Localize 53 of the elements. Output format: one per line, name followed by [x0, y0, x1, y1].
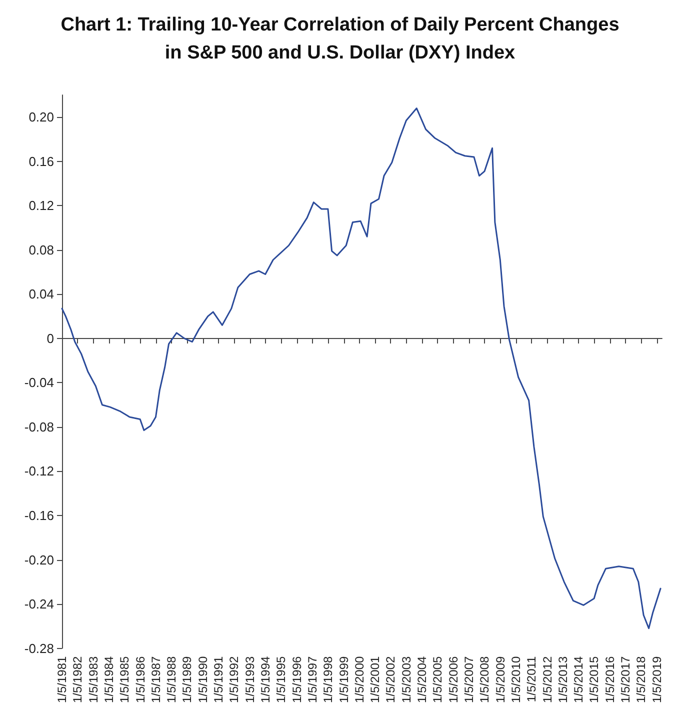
x-tick-label: 1/5/1995 — [274, 656, 288, 704]
x-tick-label: 1/5/2008 — [478, 656, 492, 704]
x-tick-label: 1/5/2009 — [493, 656, 508, 704]
x-tick-label: 1/5/2010 — [508, 656, 523, 704]
x-tick-label: 1/5/2004 — [415, 656, 430, 704]
x-tick-label: 1/5/1988 — [164, 656, 179, 704]
y-tick-label: 0.08 — [28, 242, 54, 258]
y-tick-label: -0.20 — [24, 552, 54, 568]
x-tick-label: 1/5/2005 — [430, 656, 445, 704]
y-tick-label: -0.12 — [24, 464, 54, 479]
x-tick-label: 1/5/1990 — [196, 656, 210, 704]
chart-title: Chart 1: Trailing 10-Year Correlation of Daily Percent Changes in S&P 500 and U.S. Dollar (DXY) Index — [60, 14, 620, 64]
x-tick-label: 1/5/1989 — [180, 656, 194, 704]
x-tick-label: 1/5/2000 — [352, 656, 366, 704]
x-tick-label: 1/5/1985 — [118, 656, 132, 704]
y-tick-label: 0.20 — [28, 110, 54, 125]
x-tick-label: 1/5/2017 — [618, 656, 633, 704]
x-tick-label: 1/5/1991 — [212, 656, 226, 704]
x-tick-label: 1/5/2006 — [446, 656, 460, 704]
x-tick-label: 1/5/2018 — [634, 656, 648, 704]
x-tick-label: 1/5/1982 — [70, 656, 85, 704]
y-tick-label: 0.04 — [28, 286, 54, 302]
y-tick-label: -0.24 — [24, 596, 54, 612]
x-tick-label: 1/5/2007 — [462, 656, 476, 704]
y-tick-label: 0.16 — [28, 154, 54, 169]
x-tick-label: 1/5/1984 — [102, 656, 116, 704]
y-tick-label: -0.16 — [24, 508, 54, 523]
x-tick-label: 1/5/1998 — [321, 656, 336, 704]
x-tick-label: 1/5/2014 — [572, 656, 586, 704]
y-tick-label: 0 — [46, 330, 54, 346]
x-tick-label: 1/5/2019 — [650, 656, 664, 704]
y-tick-label: 0.12 — [28, 198, 54, 214]
y-tick-label: -0.04 — [24, 375, 54, 390]
x-tick-label: 1/5/1983 — [86, 656, 100, 704]
x-tick-label: 1/5/1996 — [290, 656, 304, 704]
x-tick-label: 1/5/2011 — [524, 656, 539, 702]
x-tick-label: 1/5/2013 — [556, 656, 570, 704]
x-tick-label: 1/5/2003 — [399, 656, 414, 704]
x-tick-label: 1/5/2001 — [368, 656, 382, 704]
x-tick-label: 1/5/1997 — [305, 656, 320, 704]
x-tick-label: 1/5/1986 — [133, 656, 148, 704]
x-tick-label: 1/5/1999 — [336, 656, 351, 704]
x-tick-label: 1/5/2012 — [540, 656, 554, 704]
y-tick-label: -0.08 — [24, 419, 54, 434]
x-tick-label: 1/5/1987 — [148, 656, 163, 704]
x-tick-label: 1/5/2002 — [384, 656, 398, 704]
x-tick-label: 1/5/1993 — [242, 656, 257, 704]
x-tick-label: 1/5/1994 — [258, 656, 272, 704]
x-tick-label: 1/5/2015 — [587, 656, 602, 704]
x-tick-label: 1/5/1981 — [55, 656, 69, 704]
y-tick-label: -0.28 — [24, 640, 54, 656]
x-tick-label: 1/5/1992 — [227, 656, 242, 704]
x-tick-label: 1/5/2016 — [602, 656, 617, 704]
